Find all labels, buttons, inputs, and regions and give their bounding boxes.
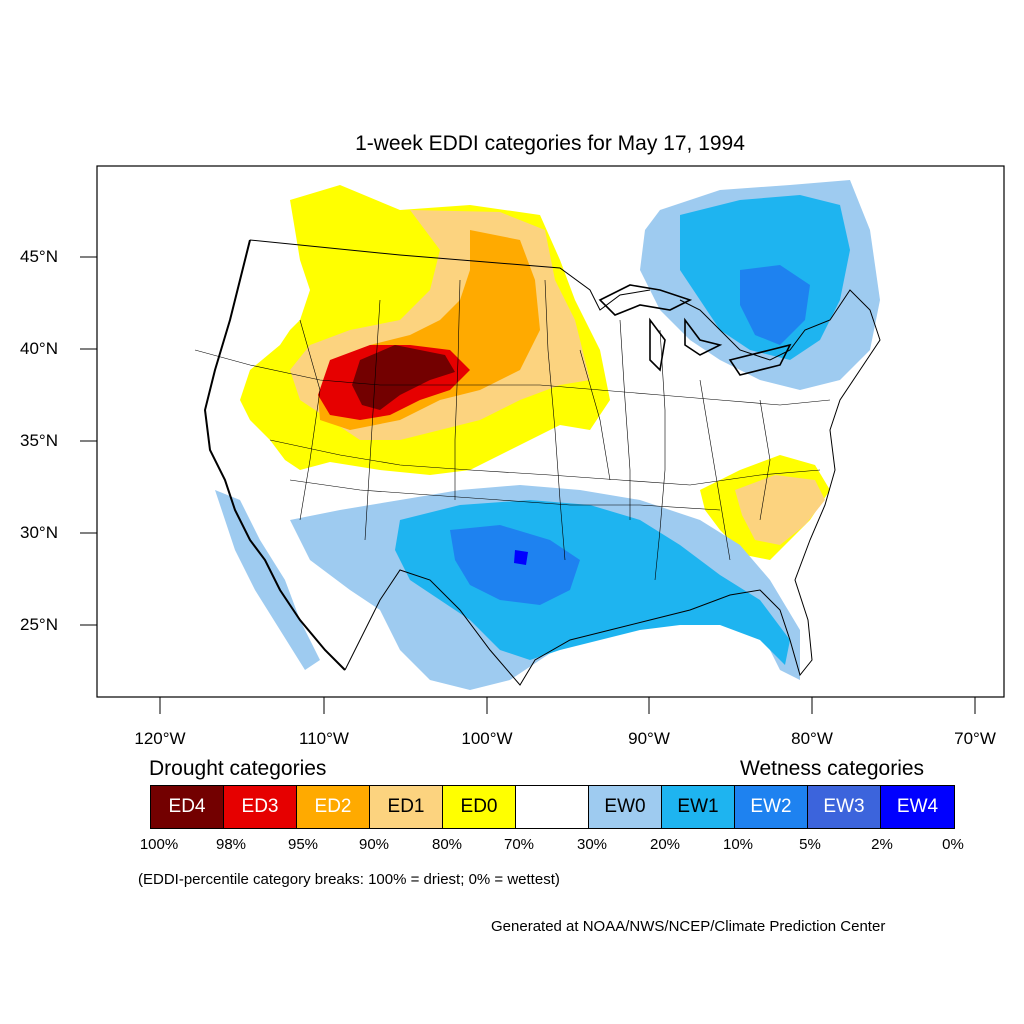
lon-label-80w: 80°W [791,729,833,748]
pct-break: 80% [431,836,463,853]
drought-heading: Drought categories [149,757,327,780]
pct-break: 70% [503,836,535,853]
ew0-region-westcoast [215,490,320,670]
lon-label-70w: 70°W [954,729,996,748]
legend-ed1: ED1 [370,786,443,828]
wetness-heading: Wetness categories [740,757,925,780]
lat-label-35n: 35°N [20,431,58,450]
category-note: (EDDI-percentile category breaks: 100% =… [138,871,560,888]
country-outline [203,239,881,686]
pct-break: 100% [139,836,179,853]
ew4-region-south [514,550,528,565]
legend-ew2: EW2 [735,786,808,828]
pct-break: 95% [287,836,319,853]
ed4-region [352,345,455,410]
legend-ew4: EW4 [881,786,954,828]
pct-break: 10% [722,836,754,853]
legend-ew1: EW1 [662,786,735,828]
state-lines [194,279,831,581]
legend-ed2: ED2 [297,786,370,828]
legend-bar: ED4 ED3 ED2 ED1 ED0 EW0 EW1 EW2 EW3 EW4 [150,785,955,829]
ew2-region-south [450,525,580,605]
legend-ed0: ED0 [443,786,516,828]
lon-label-110w: 110°W [299,729,349,748]
legend-normal [516,786,589,828]
ed1-region-southeast [735,475,825,545]
ew2-region-northeast [740,265,810,345]
axis-ticks [80,256,976,714]
legend-ew0: EW0 [589,786,662,828]
pct-break: 90% [358,836,390,853]
map-title: 1-week EDDI categories for May 17, 1994 [355,132,745,155]
eddi-shading [215,180,880,690]
lat-label-45n: 45°N [20,247,58,266]
pct-break: 98% [215,836,247,853]
lon-label-120w: 120°W [134,729,186,748]
great-lakes [598,284,792,376]
lat-label-30n: 30°N [20,523,58,542]
lon-label-100w: 100°W [461,729,513,748]
legend-ed4: ED4 [151,786,224,828]
pct-break: 20% [649,836,681,853]
legend-ed3: ED3 [224,786,297,828]
pct-break: 5% [799,836,821,853]
pct-break: 2% [871,836,893,853]
lat-label-25n: 25°N [20,615,58,634]
pct-break: 0% [942,836,964,853]
credit-line: Generated at NOAA/NWS/NCEP/Climate Predi… [491,918,886,935]
pct-break: 30% [576,836,608,853]
lat-label-40n: 40°N [20,339,58,358]
legend-ew3: EW3 [808,786,881,828]
lon-label-90w: 90°W [628,729,670,748]
